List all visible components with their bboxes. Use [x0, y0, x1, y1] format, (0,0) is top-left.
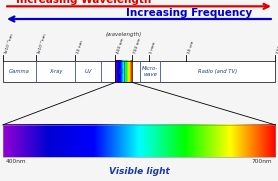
Text: 1 mm: 1 mm — [150, 42, 157, 55]
Text: Radio (and TV): Radio (and TV) — [198, 69, 237, 74]
Text: Visible light: Visible light — [109, 167, 169, 176]
Text: (wavelength): (wavelength) — [106, 32, 142, 37]
Bar — [115, 61, 132, 82]
Text: Increasing Frequency: Increasing Frequency — [126, 8, 252, 18]
Text: 1x10⁻²nm: 1x10⁻²nm — [37, 33, 48, 55]
Text: 400 nm: 400 nm — [116, 38, 125, 55]
Text: 1x10⁻⁶nm: 1x10⁻⁶nm — [4, 33, 14, 55]
Bar — [3, 125, 275, 157]
Text: 700 nm: 700 nm — [133, 38, 142, 55]
Text: Gamma: Gamma — [9, 69, 30, 74]
Text: Increasing Wavelength: Increasing Wavelength — [16, 0, 151, 5]
Text: Micro-
wave: Micro- wave — [142, 66, 158, 77]
Text: 10 cm: 10 cm — [187, 41, 195, 55]
Text: IR: IR — [118, 69, 123, 74]
Bar — [3, 61, 275, 82]
Text: 100 km: 100 km — [276, 38, 278, 55]
Text: X-ray: X-ray — [49, 69, 62, 74]
Text: 10 nm: 10 nm — [76, 40, 84, 55]
Text: UV: UV — [85, 69, 92, 74]
Text: 400nm: 400nm — [6, 159, 26, 164]
Text: 700nm: 700nm — [252, 159, 272, 164]
